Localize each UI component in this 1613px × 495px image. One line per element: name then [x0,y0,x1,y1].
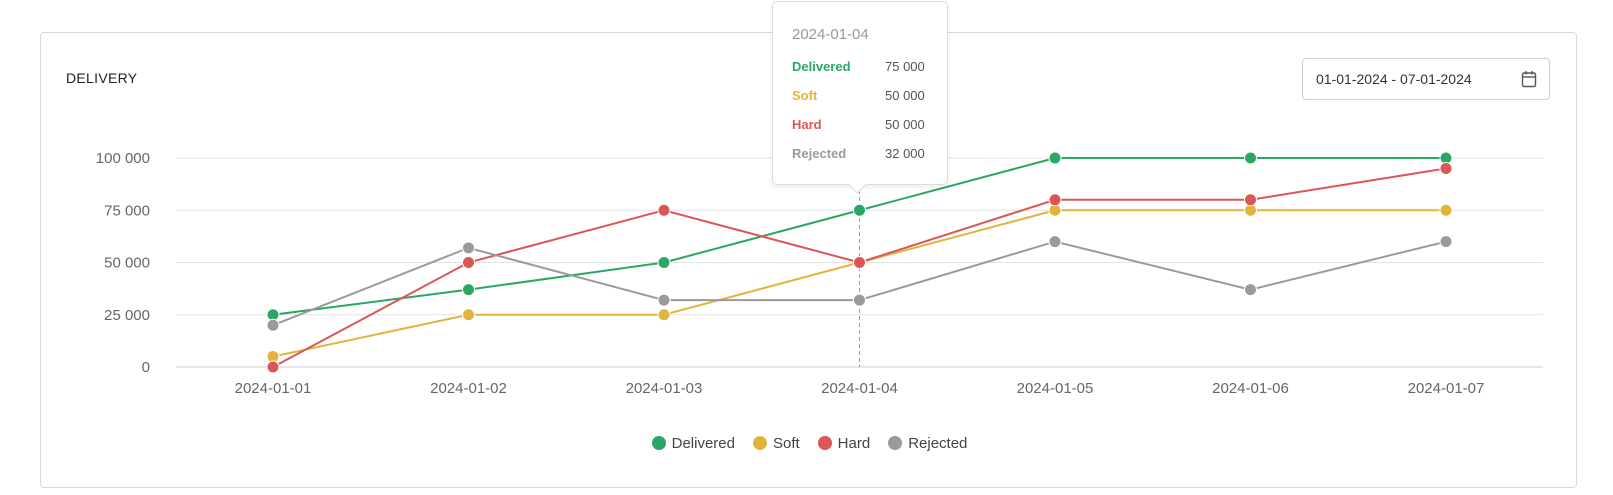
chart-legend: Delivered Soft Hard Rejected [0,432,1613,454]
card-title: DELIVERY [66,70,138,86]
hover-tooltip: 2024-01-04 Delivered 75 000 Soft 50 000 … [772,1,948,185]
legend-item-hard[interactable]: Hard [817,434,871,452]
data-point-rejected[interactable] [1048,235,1062,249]
data-point-hard[interactable] [1048,193,1062,207]
tooltip-row-rejected: Rejected 32 000 [792,146,932,162]
x-tick-label: 2024-01-07 [1408,380,1485,397]
y-tick-label: 25 000 [104,307,150,324]
data-point-soft[interactable] [462,308,475,322]
data-point-rejected[interactable] [853,293,866,307]
y-axis-ticks: 0 25 000 50 000 75 000 100 000 [96,150,150,376]
data-point-hard[interactable] [1439,161,1453,175]
x-tick-label: 2024-01-02 [430,380,507,397]
data-point-delivered[interactable] [853,203,866,217]
x-tick-label: 2024-01-04 [821,380,898,397]
tooltip-value: 75 000 [885,59,925,74]
tooltip-label: Delivered [792,59,851,74]
legend-dot [752,436,767,450]
tooltip-row-delivered: Delivered 75 000 [792,59,932,75]
tooltip-value: 50 000 [885,88,925,103]
data-point-delivered[interactable] [1244,151,1257,165]
tooltip-date: 2024-01-04 [792,26,869,43]
x-tick-label: 2024-01-01 [235,380,312,397]
legend-dot [651,436,666,450]
legend-label: Delivered [671,434,735,452]
legend-label: Hard [837,434,871,452]
legend-dot [817,436,832,450]
data-point-hard[interactable] [1244,193,1257,207]
data-point-rejected[interactable] [462,241,475,255]
tooltip-label: Soft [792,88,818,103]
x-tick-label: 2024-01-03 [626,380,703,397]
x-tick-label: 2024-01-05 [1017,380,1094,397]
y-tick-label: 50 000 [104,255,150,272]
legend-label: Soft [772,434,800,452]
legend-label: Rejected [908,434,968,452]
data-point-rejected[interactable] [266,318,280,332]
y-tick-label: 75 000 [104,202,150,219]
data-point-hard[interactable] [657,203,671,217]
y-tick-label: 100 000 [96,150,150,167]
data-point-hard[interactable] [462,256,475,269]
calendar-icon[interactable] [1521,70,1537,88]
series-points [266,151,1453,374]
data-point-soft[interactable] [1439,203,1453,217]
data-point-delivered[interactable] [1048,151,1062,165]
tooltip-value: 50 000 [885,117,925,132]
data-point-rejected[interactable] [1439,235,1453,249]
data-point-hard[interactable] [266,360,280,374]
data-point-soft[interactable] [657,308,671,322]
tooltip-row-hard: Hard 50 000 [792,117,932,133]
data-point-hard[interactable] [853,256,866,269]
tooltip-label: Hard [792,117,822,132]
tooltip-value: 32 000 [885,146,925,161]
tooltip-label: Rejected [792,146,847,161]
date-range-value: 01-01-2024 - 07-01-2024 [1316,71,1472,87]
date-range-picker[interactable]: 01-01-2024 - 07-01-2024 [1302,58,1550,100]
x-axis-ticks: 2024-01-01 2024-01-02 2024-01-03 2024-01-04… [235,380,1485,397]
legend-dot [888,436,903,450]
data-point-delivered[interactable] [657,256,671,269]
data-point-rejected[interactable] [1244,283,1257,297]
y-tick-label: 0 [142,359,150,376]
legend-item-delivered[interactable]: Delivered [651,434,735,452]
x-tick-label: 2024-01-06 [1212,380,1289,397]
legend-item-rejected[interactable]: Rejected [888,435,967,452]
data-point-rejected[interactable] [657,293,671,307]
data-point-delivered[interactable] [462,283,475,297]
tooltip-row-soft: Soft 50 000 [792,88,932,104]
legend-item-soft[interactable]: Soft [752,434,800,452]
